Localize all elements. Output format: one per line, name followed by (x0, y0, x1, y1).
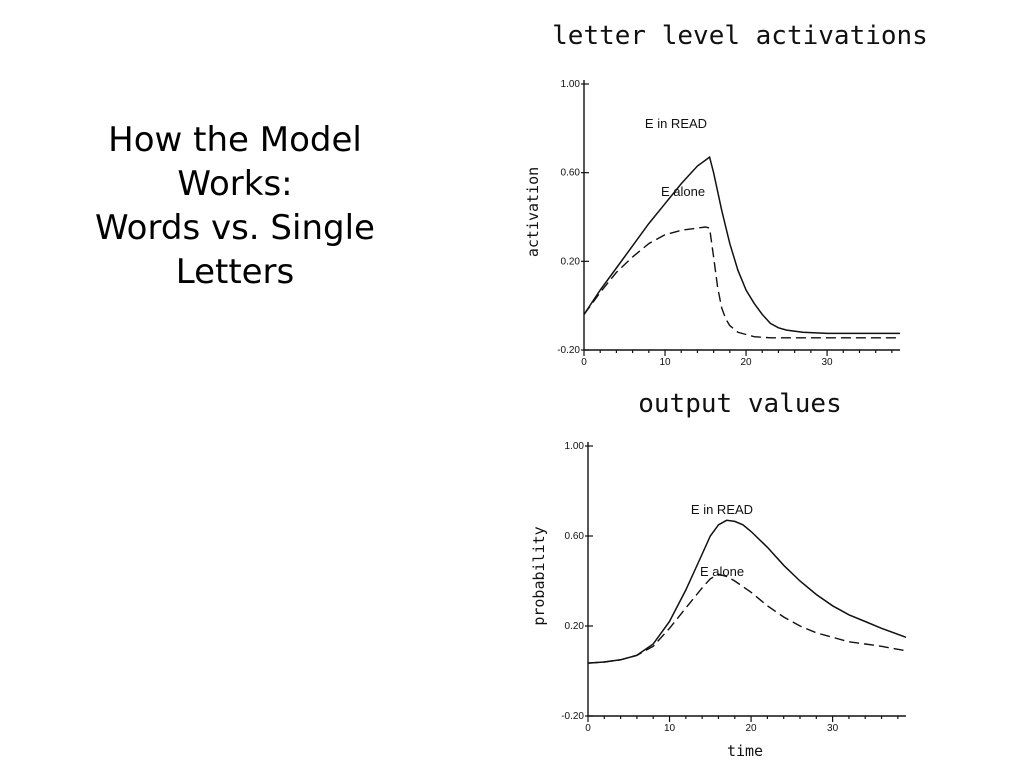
chart-2-series-e-in-read-label: E in READ (691, 502, 753, 517)
chart-1-y-axis-label: activation (524, 167, 542, 257)
chart-1-x-tick-label: 20 (740, 357, 752, 368)
chart-2-series-e-alone-label: E alone (700, 564, 744, 579)
chart-1-y-tick-label: 1.00 (561, 79, 581, 90)
chart-2-y-tick-label: 0.60 (565, 531, 585, 542)
slide-title-line-4: Letters (175, 252, 295, 292)
chart-1-x-tick-label: 0 (581, 357, 587, 368)
chart-2-y-tick-label: 1.00 (565, 441, 585, 452)
chart-1-title: letter level activations (552, 21, 928, 51)
chart-2-x-axis-label: time (727, 742, 763, 760)
chart-2-series-e-alone-line (587, 573, 907, 664)
slide-title: How the Model Works: Words vs. Single Le… (40, 118, 430, 294)
chart-2-x-tick-label: 0 (585, 723, 591, 734)
chart-1-x-tick-label: 10 (659, 357, 671, 368)
chart-2-x-tick-label: 20 (746, 723, 758, 734)
chart-1-series-e-in-read-label: E in READ (645, 116, 707, 131)
chart-1-y-tick-label: 0.20 (561, 256, 581, 267)
chart-1-y-tick-label: -0.20 (557, 345, 580, 356)
chart-1-x-tick-label: 30 (822, 357, 834, 368)
chart-2-y-tick-label: -0.20 (561, 711, 584, 722)
chart-2-x-tick-label: 30 (827, 723, 839, 734)
chart-2-y-tick-label: 0.20 (565, 621, 585, 632)
slide-title-line-3: Words vs. Single (95, 208, 375, 248)
chart-1-y-tick-label: 0.60 (561, 168, 581, 179)
chart-2-series-e-in-read-line (587, 519, 907, 664)
chart-2-title: output values (638, 389, 842, 419)
chart-1-series-e-in-read-line (583, 155, 900, 335)
chart-2-x-tick-label: 10 (664, 723, 676, 734)
slide-title-line-1: How the Model (108, 120, 362, 160)
chart-2-y-axis-label: probability (530, 526, 548, 625)
slide-title-line-2: Works: (177, 164, 293, 204)
chart-1-series-e-alone-line (583, 226, 900, 339)
chart-1-series-e-alone-label: E alone (661, 184, 705, 199)
